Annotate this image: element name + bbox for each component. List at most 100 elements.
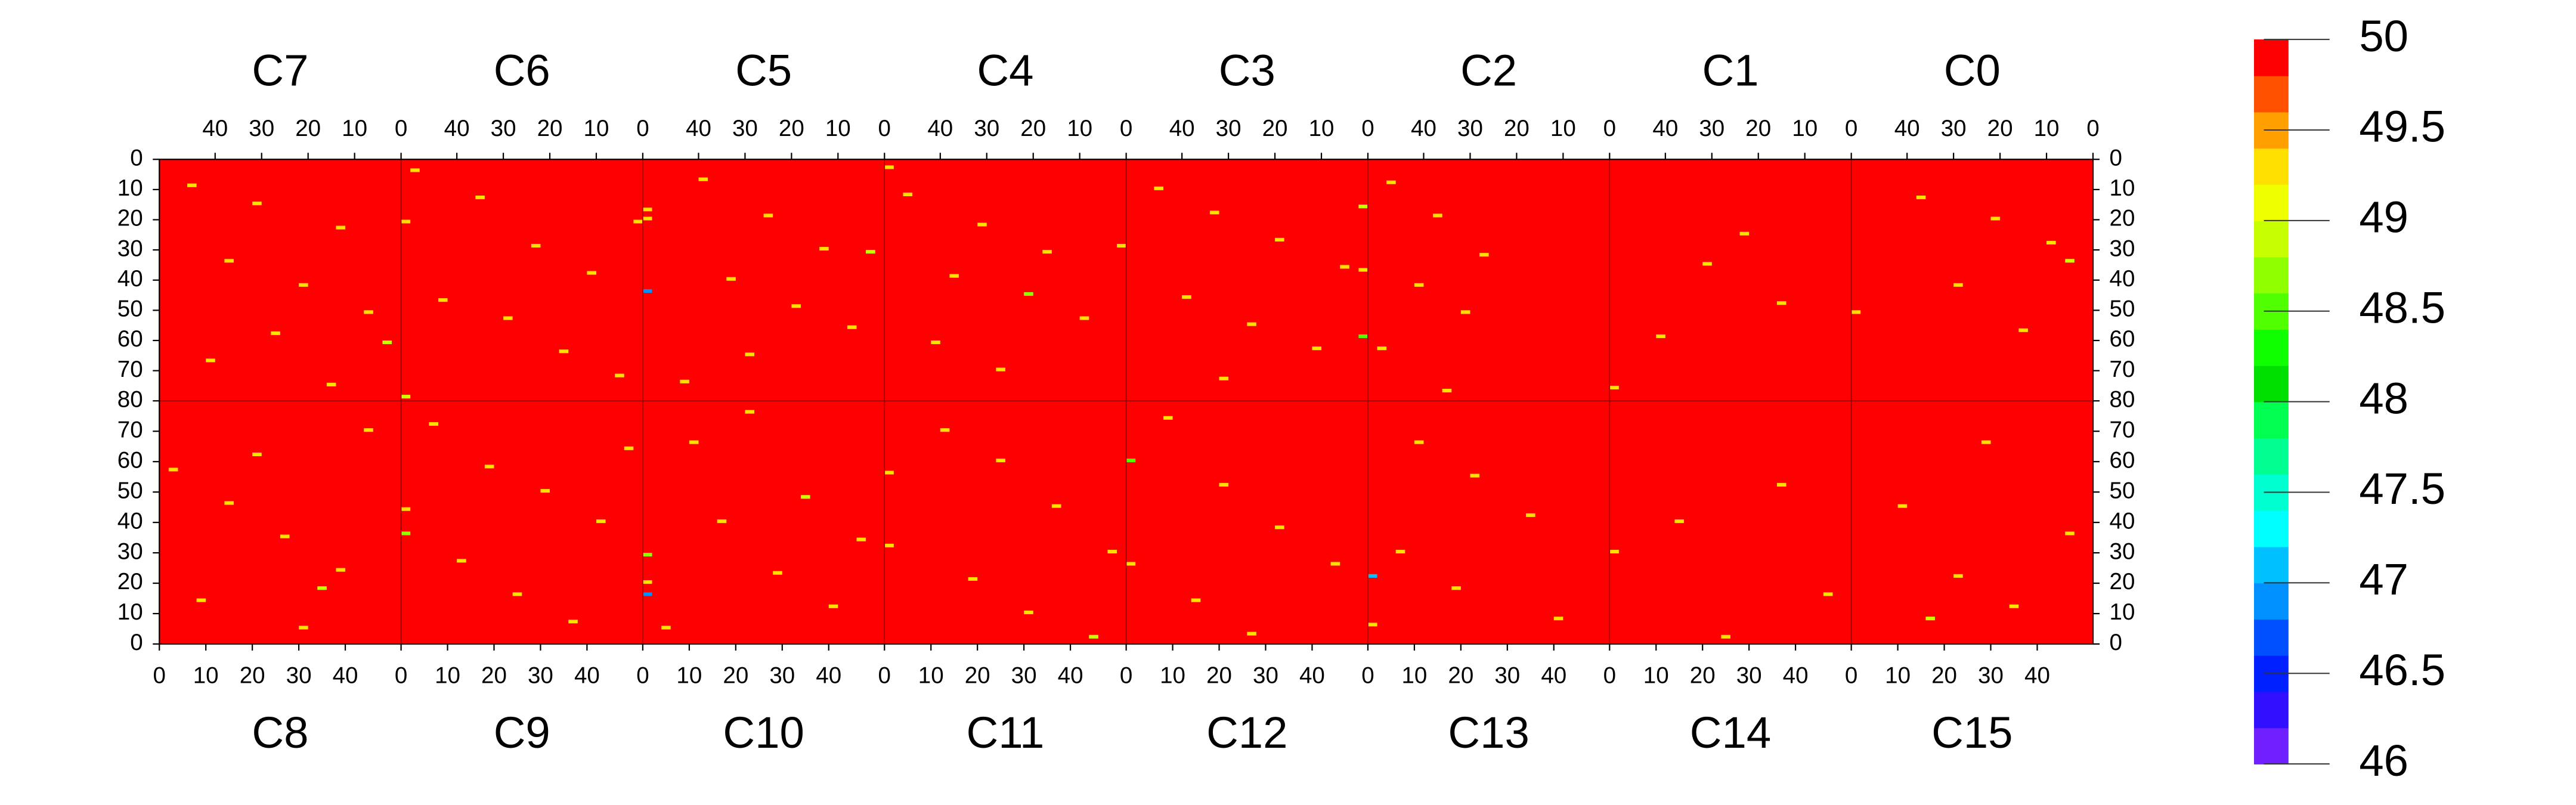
heatmap-cell (587, 271, 596, 275)
y-tick-label: 60 (2110, 326, 2135, 352)
heatmap-cell (1414, 440, 1424, 444)
heatmap-cell (642, 580, 652, 584)
y-tick-label: 70 (2110, 357, 2135, 382)
heatmap-cell (1163, 416, 1173, 420)
heatmap-cell (1042, 250, 1052, 254)
heatmap-cell (438, 298, 448, 302)
x-tick-label: 10 (1160, 662, 1185, 688)
heatmap-cell (484, 465, 494, 469)
x-tick-label: 10 (1792, 116, 1818, 141)
heatmap-cell (1247, 322, 1256, 326)
heatmap-cell (1953, 574, 1963, 578)
heatmap-cell (698, 177, 708, 181)
x-tick-label: 10 (1550, 116, 1576, 141)
heatmap-cell (624, 446, 634, 450)
heatmap-cell (1609, 550, 1619, 554)
x-tick-label: 40 (816, 662, 841, 688)
module-label: C3 (1219, 46, 1275, 95)
heatmap-cell (866, 250, 875, 254)
heatmap-cell (1674, 519, 1685, 524)
heatmap-cell (475, 195, 485, 200)
x-tick-label: 10 (435, 662, 460, 688)
colorbar-band (2254, 184, 2289, 221)
heatmap-cell (1340, 265, 1349, 269)
heatmap-cell (196, 598, 206, 602)
heatmap-cell (299, 626, 308, 630)
heatmap-cell (717, 519, 727, 524)
x-tick-label: 0 (1361, 662, 1374, 688)
heatmap-cell (1739, 231, 1750, 236)
heatmap-cell (1126, 562, 1136, 566)
heatmap-cell (1553, 617, 1563, 621)
x-tick-label: 40 (2024, 662, 2050, 688)
x-tick-label: 10 (918, 662, 944, 688)
colorbar-band (2254, 401, 2289, 439)
heatmap-cell (642, 592, 652, 596)
heatmap-cell (931, 340, 940, 345)
heatmap-cell (252, 452, 262, 457)
colorbar-band (2254, 438, 2289, 475)
colorbar-band (2254, 256, 2289, 294)
y-tick-label: 0 (130, 630, 143, 655)
x-tick-label: 10 (2034, 116, 2060, 141)
heatmap-cell (1209, 210, 1219, 215)
y-tick-label: 30 (2110, 538, 2135, 564)
x-tick-label: 0 (1603, 662, 1616, 688)
module-label: C4 (977, 46, 1033, 95)
y-tick-label: 10 (117, 599, 143, 625)
x-tick-label: 10 (1067, 116, 1092, 141)
y-tick-label: 0 (2110, 145, 2122, 171)
x-tick-label: 40 (686, 116, 711, 141)
colorbar-band (2254, 619, 2289, 656)
heatmap-cell (1154, 186, 1163, 190)
x-tick-label: 10 (825, 116, 851, 141)
x-tick-label: 20 (1020, 116, 1046, 141)
x-tick-label: 40 (1783, 662, 1809, 688)
x-tick-label: 30 (974, 116, 999, 141)
y-tick-label: 0 (2110, 630, 2122, 655)
heatmap-cell (1851, 310, 1861, 314)
y-tick-label: 70 (2110, 417, 2135, 442)
heatmap-cell (1275, 237, 1284, 242)
x-tick-label: 10 (193, 662, 219, 688)
x-tick-label: 10 (584, 116, 609, 141)
x-tick-label: 20 (1206, 662, 1232, 688)
heatmap-cell (429, 422, 438, 426)
x-tick-label: 30 (1494, 662, 1520, 688)
x-tick-label: 30 (1216, 116, 1241, 141)
colorbar-band (2254, 365, 2289, 402)
module-label: C8 (252, 708, 308, 757)
x-tick-label: 0 (636, 116, 649, 141)
x-tick-label: 10 (342, 116, 367, 141)
x-tick-label: 10 (1643, 662, 1669, 688)
heatmap-cell (1367, 574, 1377, 578)
heatmap-cell (1182, 295, 1191, 299)
colorbar-band (2254, 546, 2289, 584)
module-label: C7 (252, 46, 308, 95)
heatmap-cell (2009, 604, 2019, 608)
heatmap-cell (1024, 610, 1033, 615)
heatmap-cell (1367, 623, 1377, 627)
heatmap-cell (996, 367, 1005, 371)
x-tick-label: 30 (732, 116, 758, 141)
colorbar-band (2254, 329, 2289, 366)
heatmap-cell (1089, 634, 1098, 639)
module-label: C10 (723, 708, 804, 757)
y-tick-label: 40 (2110, 508, 2135, 534)
x-tick-label: 0 (395, 662, 407, 688)
heatmap-cell (1079, 316, 1089, 320)
heatmap-cell (1953, 283, 1963, 287)
y-tick-label: 50 (117, 296, 143, 322)
heatmap-cell (1442, 388, 1452, 393)
heatmap-cell (1823, 592, 1833, 596)
y-tick-label: 80 (117, 386, 143, 412)
heatmap-cell (1433, 213, 1442, 218)
heatmap-cell (745, 410, 755, 414)
heatmap-cell (996, 459, 1005, 463)
heatmap-cell (1609, 385, 1619, 390)
x-tick-label: 20 (1504, 116, 1530, 141)
x-tick-label: 0 (395, 116, 407, 141)
x-tick-label: 40 (1169, 116, 1195, 141)
heatmap-cell (317, 586, 327, 590)
